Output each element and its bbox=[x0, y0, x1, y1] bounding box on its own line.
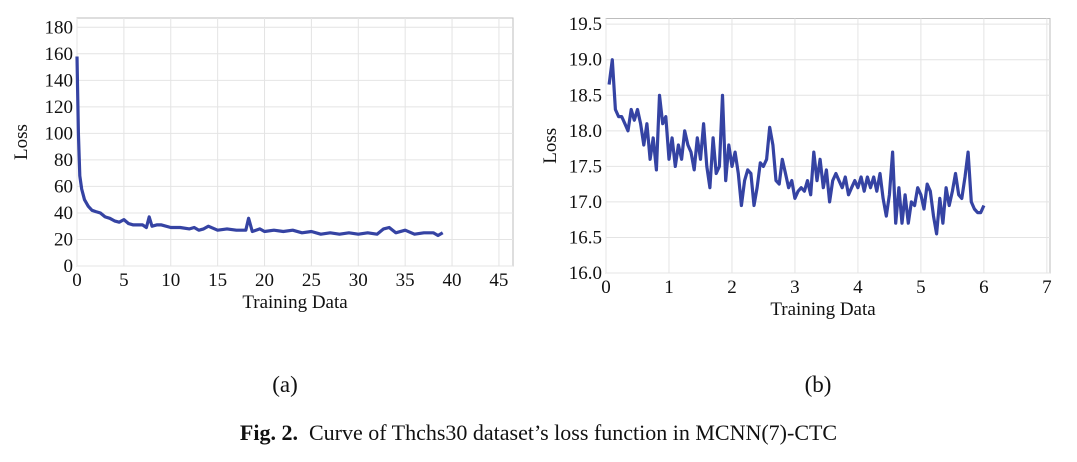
y-tick-label: 180 bbox=[45, 17, 74, 38]
subcaption: (a) bbox=[272, 372, 298, 397]
x-tick-label: 35 bbox=[396, 270, 415, 291]
x-tick-label: 15 bbox=[208, 270, 227, 291]
y-tick-label: 17.0 bbox=[569, 192, 602, 213]
x-tick-label: 30 bbox=[349, 270, 368, 291]
plot-frame bbox=[76, 17, 514, 267]
subcaption: (b) bbox=[805, 372, 832, 397]
x-tick-label: 0 bbox=[601, 277, 611, 298]
y-tick-label: 100 bbox=[45, 123, 74, 144]
x-tick-label: 1 bbox=[664, 277, 674, 298]
x-tick-label: 4 bbox=[853, 277, 863, 298]
y-tick-label: 20 bbox=[54, 229, 73, 250]
y-tick-label: 0 bbox=[64, 256, 74, 277]
y-tick-label: 120 bbox=[45, 97, 74, 118]
x-tick-label: 10 bbox=[161, 270, 180, 291]
y-axis-title: Loss bbox=[11, 124, 32, 160]
x-axis-title: Training Data bbox=[770, 299, 876, 320]
caption-label: Fig. 2. bbox=[239, 420, 298, 445]
x-tick-label: 45 bbox=[489, 270, 508, 291]
x-tick-label: 6 bbox=[979, 277, 989, 298]
caption: Fig. 2. Curve of Thchs30 dataset’s loss … bbox=[0, 420, 1077, 446]
x-tick-label: 2 bbox=[727, 277, 737, 298]
loss-line bbox=[75, 56, 444, 238]
y-tick-label: 19.5 bbox=[569, 14, 602, 35]
caption-text: Curve of Thchs30 dataset’s loss function… bbox=[308, 420, 838, 445]
y-tick-label: 17.5 bbox=[569, 156, 602, 177]
x-tick-label: 40 bbox=[443, 270, 462, 291]
y-axis-title: Loss bbox=[540, 128, 561, 164]
y-tick-label: 16.0 bbox=[569, 263, 602, 284]
y-tick-label: 18.5 bbox=[569, 85, 602, 106]
x-tick-label: 25 bbox=[302, 270, 321, 291]
y-tick-label: 80 bbox=[54, 150, 73, 171]
x-axis-title: Training Data bbox=[242, 292, 348, 313]
x-tick-label: 7 bbox=[1042, 277, 1052, 298]
y-tick-label: 40 bbox=[54, 203, 73, 224]
loss-line bbox=[607, 58, 986, 236]
x-tick-label: 0 bbox=[72, 270, 82, 291]
x-tick-label: 3 bbox=[790, 277, 800, 298]
x-tick-label: 5 bbox=[916, 277, 926, 298]
y-tick-label: 160 bbox=[45, 44, 74, 65]
x-tick-label: 5 bbox=[119, 270, 129, 291]
y-tick-label: 16.5 bbox=[569, 227, 602, 248]
y-tick-label: 18.0 bbox=[569, 121, 602, 142]
y-tick-label: 60 bbox=[54, 176, 73, 197]
y-tick-label: 140 bbox=[45, 70, 74, 91]
x-tick-label: 20 bbox=[255, 270, 274, 291]
y-tick-label: 19.0 bbox=[569, 50, 602, 71]
